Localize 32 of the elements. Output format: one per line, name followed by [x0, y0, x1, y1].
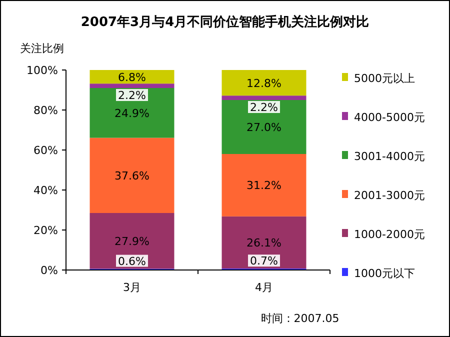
- chart-title: 2007年3月与4月不同价位智能手机关注比例对比: [80, 14, 370, 30]
- bar: [222, 70, 306, 96]
- legend-label: 1000-2000元: [354, 228, 425, 241]
- data-label: 0.7%: [250, 254, 278, 268]
- bar: [90, 84, 174, 88]
- bar: [222, 216, 306, 269]
- data-label: 2.2%: [118, 89, 146, 102]
- legend-label: 1000元以下: [354, 267, 415, 280]
- bar: [90, 88, 174, 138]
- legend-label: 4000-5000元: [354, 111, 425, 124]
- data-label: 2.2%: [250, 101, 278, 114]
- y-tick-label: 60%: [34, 144, 58, 157]
- data-label: 0.6%: [118, 254, 146, 268]
- data-label: 24.9%: [114, 106, 150, 120]
- bar: [90, 138, 174, 213]
- legend-label: 3001-4000元: [354, 150, 425, 163]
- y-tick-label: 0%: [40, 264, 58, 277]
- bar: [222, 100, 306, 154]
- x-tick-label: 4月: [255, 281, 273, 294]
- bar: [90, 213, 174, 269]
- y-tick-label: 80%: [34, 104, 58, 117]
- y-tick-label: 40%: [34, 184, 58, 197]
- bar: [222, 154, 306, 216]
- data-label: 27.0%: [246, 121, 282, 134]
- x-tick-label: 3月: [123, 281, 141, 294]
- bar: [222, 96, 306, 100]
- y-axis-title: 关注比例: [20, 42, 64, 55]
- text: 时间：2007.05: [260, 312, 340, 325]
- legend-label: 5000元以上: [354, 72, 415, 85]
- y-tick-label: 100%: [26, 64, 58, 77]
- legend-label: 2001-3000元: [354, 189, 425, 202]
- y-tick-label: 20%: [34, 224, 58, 237]
